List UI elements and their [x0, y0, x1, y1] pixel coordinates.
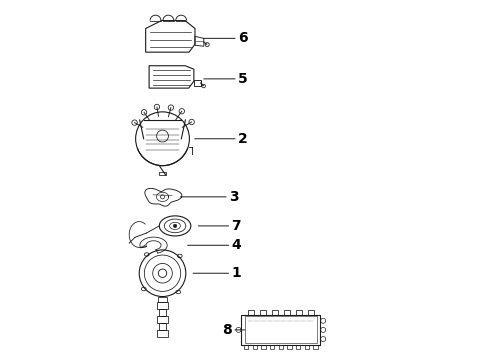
Text: 6: 6 — [204, 31, 247, 45]
Text: 7: 7 — [198, 219, 241, 233]
Circle shape — [173, 224, 177, 228]
Text: 3: 3 — [180, 190, 239, 204]
Text: 4: 4 — [188, 238, 241, 252]
Text: 1: 1 — [193, 266, 241, 280]
Text: 5: 5 — [204, 72, 247, 86]
Text: 2: 2 — [195, 132, 247, 146]
Text: 8: 8 — [222, 323, 245, 337]
